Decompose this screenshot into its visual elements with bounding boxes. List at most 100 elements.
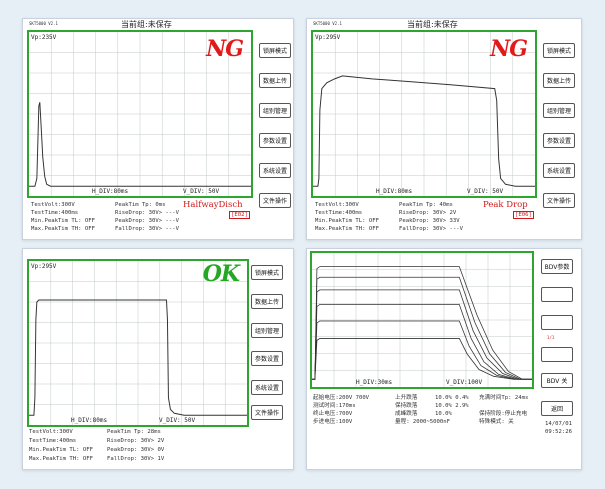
data-upload-button[interactable]: 数据上传 bbox=[251, 294, 283, 309]
info-rise-drop-value: 10.0% 0.4% bbox=[435, 395, 469, 401]
bdv-info: 起始电压:200V 700V 上升跌落 10.0% 0.4% 充满时间Tp: 2… bbox=[313, 395, 543, 435]
v-div-label: V_DIV: 50V bbox=[467, 188, 504, 195]
info-rise-drop: RiseDrop: 30V> ---V bbox=[115, 210, 179, 216]
info-rise-drop: RiseDrop: 30V> 2V bbox=[399, 210, 457, 216]
scope-grid bbox=[29, 32, 251, 196]
waveform-trace bbox=[312, 266, 532, 380]
panel-peak-drop: SKT5000 V2.1 当前组:未保存 ▼ Vp:295V NG H_DIV:… bbox=[306, 18, 582, 240]
blank-button-1[interactable] bbox=[541, 287, 573, 302]
lock-screen-button[interactable]: 锁屏模式 bbox=[543, 43, 575, 58]
waveform-traces bbox=[312, 266, 532, 380]
h-div-label: H_DIV:80ms bbox=[71, 417, 108, 424]
time-label: 09:52:26 bbox=[545, 429, 572, 435]
system-settings-button[interactable]: 系统设置 bbox=[543, 163, 575, 178]
group-title: 当前组:未保存 bbox=[121, 20, 172, 29]
info-test-time: 测试时间:170ms bbox=[313, 403, 356, 409]
file-operation-button[interactable]: 文件操作 bbox=[251, 405, 283, 420]
info-test-time: TestTime:400ms bbox=[315, 210, 363, 216]
waveform-plot bbox=[29, 32, 251, 196]
back-button[interactable]: 返回 bbox=[541, 401, 573, 416]
page-indicator: 1/1 bbox=[547, 335, 555, 340]
lock-screen-button[interactable]: 锁屏模式 bbox=[251, 265, 283, 280]
blank-button-3[interactable] bbox=[541, 347, 573, 362]
info-step-voltage: 步进电压:100V bbox=[313, 419, 353, 425]
info-test-volt: TestVolt:300V bbox=[315, 202, 359, 208]
panel-bdv: H_DIV:30ms V_DIV:100V BDV参数 1/1 BDV 关 返回… bbox=[306, 248, 582, 470]
test-info: TestVolt:300V PeakTim Tp: 0ms TestTime:4… bbox=[31, 202, 257, 240]
info-test-time: TestTime:400ms bbox=[29, 438, 77, 444]
param-settings-button[interactable]: 参数设置 bbox=[543, 133, 575, 148]
info-fall-drop: FallDrop: 30V> 1V bbox=[107, 456, 165, 462]
file-operation-button[interactable]: 文件操作 bbox=[259, 193, 291, 208]
info-peak-drop-value: 10.0% bbox=[435, 411, 452, 417]
info-min-peak: Min.PeakTim TL: OFF bbox=[315, 218, 379, 224]
info-rise-drop: RiseDrop: 30V> 2V bbox=[107, 438, 165, 444]
info-hold-stage: 保持阶段:停止充电 bbox=[479, 411, 528, 417]
waveform-screen: ▼ Vp:295V OK H_DIV:80ms V_DIV: 50V bbox=[27, 259, 249, 427]
data-upload-button[interactable]: 数据上传 bbox=[543, 73, 575, 88]
blank-button-2[interactable] bbox=[541, 315, 573, 330]
result-badge: OK bbox=[202, 261, 240, 287]
info-fall-drop: FallDrop: 30V> ---V bbox=[399, 226, 463, 232]
info-range: 量程: 2000~5000nF bbox=[395, 419, 450, 425]
version-label: SKT5000 V2.1 bbox=[313, 21, 342, 26]
info-test-volt: TestVolt:300V bbox=[31, 202, 75, 208]
info-end-voltage: 终止电压:700V bbox=[313, 411, 353, 417]
info-test-volt: TestVolt:300V bbox=[29, 429, 73, 435]
group-title: 当前组:未保存 bbox=[407, 20, 458, 29]
version-label: SKT5000 V2.1 bbox=[29, 21, 58, 26]
data-upload-button[interactable]: 数据上传 bbox=[259, 73, 291, 88]
result-badge: NG bbox=[206, 36, 244, 62]
peak-voltage: Vp:235V bbox=[31, 34, 57, 41]
panel-halfway-discharge: SKT5000 V2.1 当前组:未保存 ▼ Vp:235V NG H_DIV:… bbox=[22, 18, 294, 240]
waveform-trace bbox=[29, 102, 251, 187]
info-hold-drop-value: 10.0% 2.9% bbox=[435, 403, 469, 409]
info-hold-drop: 保持跌落 bbox=[395, 403, 418, 409]
info-special-mode: 特殊模式: 关 bbox=[479, 419, 514, 425]
bdv-off-button[interactable]: BDV 关 bbox=[541, 373, 573, 388]
param-settings-button[interactable]: 参数设置 bbox=[251, 351, 283, 366]
waveform-screen: ▼ Vp:295V NG H_DIV:80ms V_DIV: 50V bbox=[311, 30, 537, 198]
v-div-label: V_DIV:100V bbox=[446, 379, 483, 386]
result-badge: NG bbox=[490, 36, 528, 62]
scope-grid bbox=[29, 261, 247, 425]
info-rise-drop: 上升跌落 bbox=[395, 395, 418, 401]
waveform-trace bbox=[29, 299, 247, 416]
bdv-params-button[interactable]: BDV参数 bbox=[541, 259, 573, 274]
info-max-peak: Max.PeakTim TH: OFF bbox=[315, 226, 379, 232]
trigger-marker-icon: ▼ bbox=[30, 30, 33, 32]
file-operation-button[interactable]: 文件操作 bbox=[543, 193, 575, 208]
info-start-voltage: 起始电压:200V 700V bbox=[313, 395, 370, 401]
test-info: TestVolt:300V PeakTim Tp: 28ms TestTime:… bbox=[29, 429, 255, 469]
info-peak-tim: PeakTim Tp: 0ms bbox=[115, 202, 166, 208]
lock-screen-button[interactable]: 锁屏模式 bbox=[259, 43, 291, 58]
test-info: TestVolt:300V PeakTim Tp: 40ms TestTime:… bbox=[315, 202, 541, 240]
info-peak-drop: PeakDrop: 30V> 0V bbox=[107, 447, 165, 453]
param-settings-button[interactable]: 参数设置 bbox=[259, 133, 291, 148]
trigger-marker-icon: ▼ bbox=[30, 259, 33, 261]
result-text: HalfwayDisch bbox=[183, 200, 243, 210]
scope-grid bbox=[312, 253, 532, 387]
info-peak-drop: PeakDrop: 30V> ---V bbox=[115, 218, 179, 224]
date-label: 14/07/01 bbox=[545, 421, 572, 427]
info-peak-tim: PeakTim Tp: 28ms bbox=[107, 429, 161, 435]
h-div-label: H_DIV:30ms bbox=[356, 379, 393, 386]
peak-voltage: Vp:295V bbox=[31, 263, 57, 270]
group-manage-button[interactable]: 组别管理 bbox=[251, 323, 283, 338]
waveform-plot bbox=[313, 32, 535, 196]
info-peak-drop: PeakDrop: 30V> 33V bbox=[399, 218, 460, 224]
result-text: Peak Drop bbox=[483, 200, 528, 210]
v-div-label: V_DIV: 50V bbox=[159, 417, 196, 424]
group-manage-button[interactable]: 组别管理 bbox=[543, 103, 575, 118]
error-code: [E02] bbox=[229, 211, 250, 219]
system-settings-button[interactable]: 系统设置 bbox=[259, 163, 291, 178]
info-max-peak: Max.PeakTim TH: OFF bbox=[31, 226, 95, 232]
system-settings-button[interactable]: 系统设置 bbox=[251, 380, 283, 395]
waveform-plot bbox=[29, 261, 247, 425]
group-manage-button[interactable]: 组别管理 bbox=[259, 103, 291, 118]
info-min-peak: Min.PeakTim TL: OFF bbox=[29, 447, 93, 453]
error-code: [E06] bbox=[513, 211, 534, 219]
panel-ok: ▼ Vp:295V OK H_DIV:80ms V_DIV: 50V 锁屏模式 … bbox=[22, 248, 294, 470]
info-peak-tim: PeakTim Tp: 40ms bbox=[399, 202, 453, 208]
h-div-label: H_DIV:80ms bbox=[376, 188, 413, 195]
